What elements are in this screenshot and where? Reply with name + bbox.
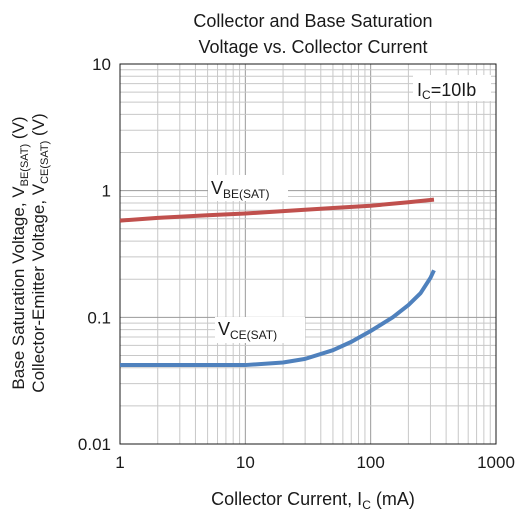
series-line-vce — [120, 269, 436, 368]
grid — [120, 64, 496, 444]
chart-title-line2: Voltage vs. Collector Current — [198, 37, 427, 57]
y-axis-label-vbe: Base Saturation Voltage, VBE(SAT) (V) — [9, 116, 31, 389]
series-label-vce: VCE(SAT) — [218, 319, 277, 342]
x-tick-label: 1 — [115, 453, 124, 472]
y-axis-label-vce: Collector-Emitter Voltage, VCE(SAT) (V) — [29, 113, 51, 392]
x-tick-label: 1000 — [477, 453, 515, 472]
y-tick-label: 0.01 — [78, 435, 111, 454]
x-axis-label: Collector Current, IC (mA) — [211, 489, 415, 512]
series-label-vbe: VBE(SAT) — [211, 178, 269, 201]
x-tick-label: 100 — [356, 453, 384, 472]
y-tick-label: 10 — [92, 55, 111, 74]
chart-title-line1: Collector and Base Saturation — [193, 11, 432, 31]
plot-frame — [119, 63, 497, 445]
vbe-label-background — [208, 175, 288, 201]
y-tick-label: 0.1 — [87, 308, 111, 327]
x-tick-label: 10 — [236, 453, 255, 472]
vce-label-background — [215, 317, 305, 343]
annotation-background — [413, 75, 491, 101]
series-line-vbe — [119, 197, 435, 223]
annotation-ic: IC=10Ib — [417, 80, 476, 102]
tick-labels: 1 10 100 1000 0.01 0.1 1 10 — [78, 55, 515, 472]
series-layer — [119, 197, 436, 368]
y-tick-label: 1 — [102, 182, 111, 201]
